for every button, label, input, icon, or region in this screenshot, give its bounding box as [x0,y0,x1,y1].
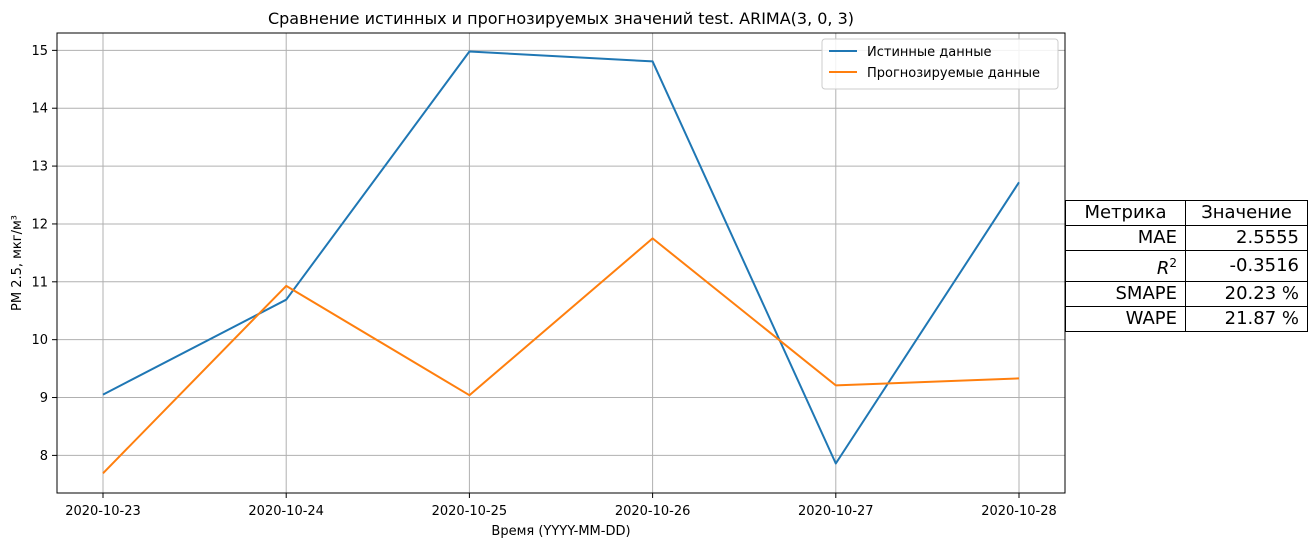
metric-name: SMAPE [1065,281,1186,307]
x-tick-label: 2020-10-23 [65,504,141,519]
metrics-row-mae: MAE 2.5555 [1065,225,1308,251]
metric-value: -0.3516 [1185,250,1308,282]
metrics-header-value: Значение [1185,200,1308,226]
y-tick-label: 13 [31,160,48,175]
metric-name: R2 [1065,250,1186,282]
plot-frame [56,32,1066,494]
y-tick-label: 12 [31,217,48,232]
metrics-row-smape: SMAPE 20.23 % [1065,281,1308,307]
metric-value: 21.87 % [1185,306,1308,332]
series-line-predicted [102,237,1020,474]
metric-value: 2.5555 [1185,225,1308,251]
y-axis-label: PM 2.5, мкг/м³ [10,215,25,311]
series-line-true [102,50,1020,465]
metric-name: WAPE [1065,306,1186,332]
y-tick-label: 15 [31,44,48,59]
legend-box [821,38,1059,90]
y-tick-label: 14 [31,102,48,117]
metric-name-r-exponent: 2 [1169,256,1177,270]
metric-name-r: R [1156,258,1170,279]
metric-name: MAE [1065,225,1186,251]
y-tick-label: 10 [31,333,48,348]
y-tick-label: 11 [31,275,48,290]
grid-lines [57,33,1065,493]
x-tick-label: 2020-10-25 [432,504,508,519]
series-layer [102,50,1020,474]
metrics-row-r2: R2 -0.3516 [1065,250,1308,282]
x-tick-label: 2020-10-24 [248,504,324,519]
metrics-header-row: Метрика Значение [1065,200,1308,226]
legend-label-predicted: Прогнозируемые данные [867,66,1040,81]
legend-label-true: Истинные данные [867,45,992,60]
y-tick-label: 8 [40,449,48,464]
metrics-table: Метрика Значение MAE 2.5555 R2 -0.3516 S… [1065,200,1308,332]
x-tick-label: 2020-10-27 [798,504,874,519]
x-tick-label: 2020-10-28 [981,504,1057,519]
legend: Истинные данные Прогнозируемые данные [821,38,1059,90]
chart-title: Сравнение истинных и прогнозируемых знач… [268,9,854,28]
y-tick-label: 9 [40,391,48,406]
metrics-row-wape: WAPE 21.87 % [1065,306,1308,332]
axis-ticks: 2020-10-23 2020-10-24 2020-10-25 2020-10-26… [31,44,1056,519]
metrics-header-name: Метрика [1065,200,1186,226]
metric-value: 20.23 % [1185,281,1308,307]
x-tick-label: 2020-10-26 [615,504,691,519]
x-axis-label: Время (YYYY-MM-DD) [491,524,630,539]
